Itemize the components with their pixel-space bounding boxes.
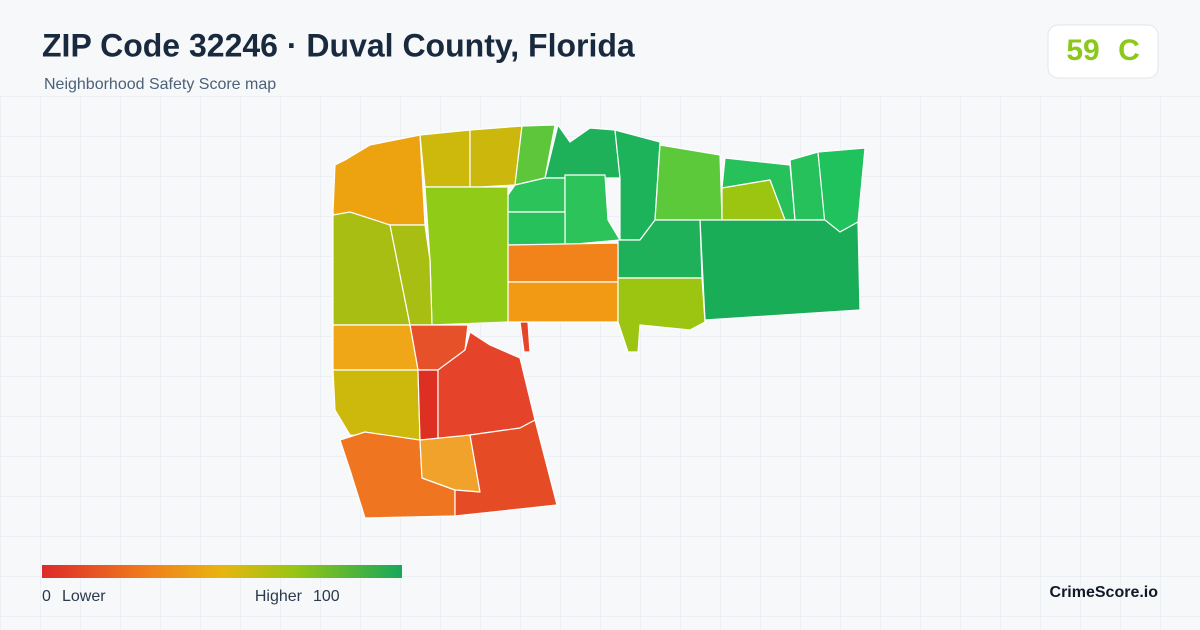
neighborhood [507, 281, 619, 323]
neighborhood [389, 224, 433, 326]
subtitle: Neighborhood Safety Score map [44, 76, 276, 93]
neighborhood [654, 144, 723, 221]
neighborhood [424, 186, 509, 326]
brand: CrimeScore.io [1050, 584, 1159, 601]
neighborhood [519, 321, 531, 353]
legend-min-label: Lower [62, 588, 106, 605]
legend-min: 0 [42, 588, 51, 605]
legend-max: 100 [313, 588, 340, 605]
score-badge [1047, 24, 1159, 79]
legend-max-label: Higher [255, 588, 303, 605]
neighborhood [507, 242, 619, 283]
neighborhood [544, 124, 621, 179]
neighborhood [617, 277, 706, 353]
score-value: 59 [1066, 34, 1099, 67]
neighborhood-map [332, 124, 866, 519]
neighborhood [699, 219, 861, 321]
neighborhood [454, 419, 558, 517]
neighborhood [419, 129, 471, 188]
neighborhood [817, 147, 866, 233]
title: ZIP Code 32246 · Duval County, Florida [42, 27, 635, 63]
neighborhood [332, 134, 426, 226]
neighborhood [332, 324, 419, 371]
neighborhood [332, 369, 421, 441]
score-grade: C [1118, 34, 1140, 67]
neighborhood [469, 125, 523, 188]
neighborhood [417, 369, 439, 441]
neighborhood [507, 211, 566, 246]
legend-gradient [42, 565, 402, 578]
